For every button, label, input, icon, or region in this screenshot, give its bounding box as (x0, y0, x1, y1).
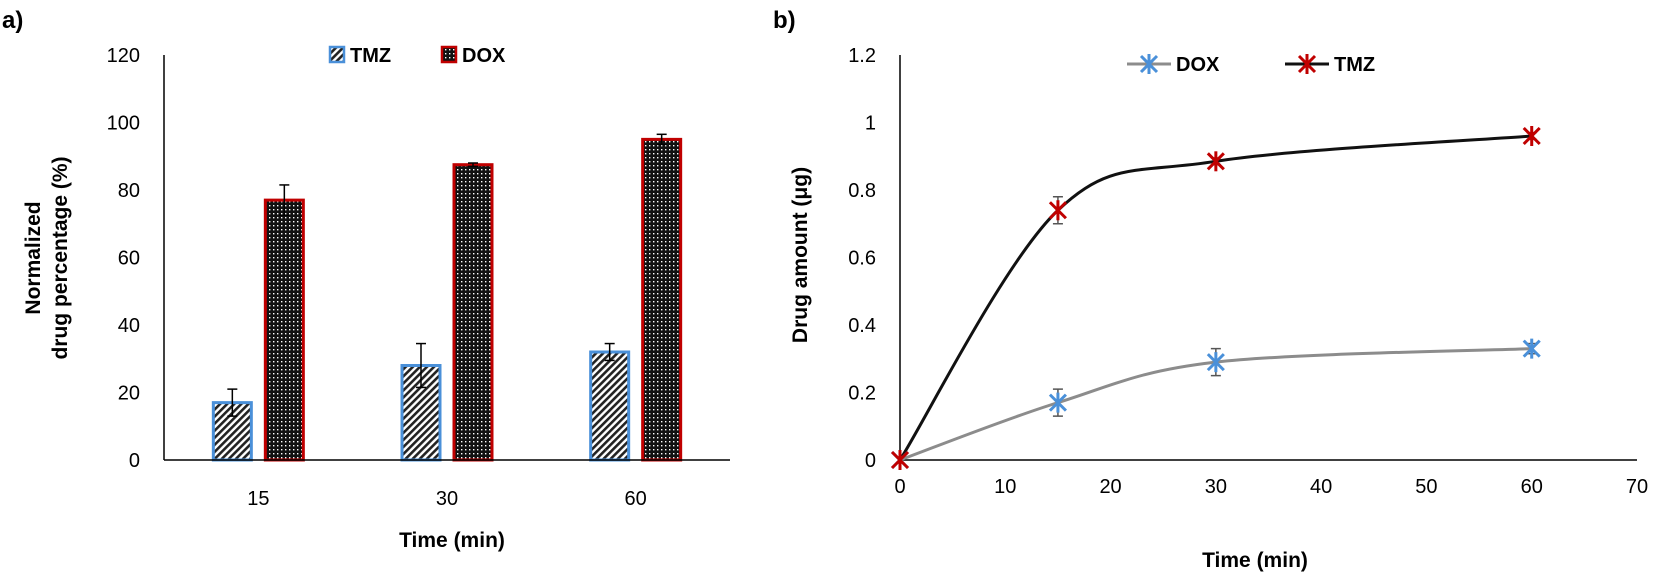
panel-b-markers (890, 126, 1541, 470)
legend-label: TMZ (1334, 54, 1375, 76)
panel-b-x-tick-label: 60 (1521, 476, 1543, 498)
panel-a-bars (211, 137, 683, 462)
panel-a-y-axis-title-line2: drug percentage (%) (49, 156, 72, 359)
panel-a-x-tick-label: 60 (625, 488, 647, 510)
panel-a-x-axis-title: Time (min) (399, 529, 505, 552)
error-bar-dox (656, 133, 667, 146)
series-line-tmz (898, 134, 1532, 461)
panel-a-bar-chart: a) 0 20 40 60 80 100 120 15 30 60 Time (min) Nor… (2, 7, 730, 552)
panel-b-line-chart: b) 0 0.2 0.4 0.6 0.8 1 1.2 0 10 20 30 40 50 60 70 Tim… (773, 7, 1648, 572)
panel-b-y-tick-label: 0.4 (848, 315, 876, 337)
panel-b-y-tick-label: 0.2 (848, 383, 876, 405)
error-bar-tmz (227, 388, 238, 417)
legend-label: TMZ (350, 45, 391, 67)
panel-b-x-tick-label: 20 (1099, 476, 1121, 498)
panel-b-x-tick-label: 30 (1205, 476, 1227, 498)
panel-b-y-tick-label: 1.2 (848, 45, 876, 67)
panel-a-y-tick-label: 60 (118, 248, 140, 270)
panel-b-legend: DOX TMZ (1127, 54, 1375, 76)
panel-a-error-bars (227, 133, 667, 417)
panel-a-y-tick-label: 100 (107, 113, 140, 135)
legend-entry-tmz: TMZ (328, 45, 391, 67)
panel-b-y-axis-title: Drug amount (μg) (789, 167, 812, 343)
panel-b-y-tick-label: 0 (865, 450, 876, 472)
panel-a-y-tick-label: 40 (118, 315, 140, 337)
panel-b-x-tick-label: 10 (994, 476, 1016, 498)
error-bar-tmz (604, 342, 615, 362)
panel-a-y-tick-label: 120 (107, 45, 140, 67)
panel-b-y-tick-label: 1 (865, 113, 876, 135)
legend-swatch (328, 45, 346, 64)
panel-b-x-tick-label: 40 (1310, 476, 1332, 498)
panel-a-x-tick-label: 30 (436, 488, 458, 510)
data-point-tmz (1522, 126, 1541, 146)
panel-b-x-ticks: 0 10 20 30 40 50 60 70 (894, 476, 1648, 498)
error-bar-dox (279, 184, 290, 217)
panel-a-y-tick-label: 80 (118, 180, 140, 202)
legend-label: DOX (1176, 54, 1220, 76)
legend-entry-dox: DOX (1127, 54, 1220, 76)
error-bar-dox (468, 162, 478, 168)
series-line-dox (899, 347, 1532, 462)
panel-a-label: a) (2, 7, 23, 34)
panel-b-error-bars (1052, 131, 1537, 417)
panel-b-y-tick-label: 0.6 (848, 248, 876, 270)
panel-a-legend: TMZ DOX (328, 45, 506, 67)
data-point-tmz (890, 450, 910, 470)
panel-a-y-ticks: 0 20 40 60 80 100 120 (107, 45, 140, 472)
legend-entry-tmz: TMZ (1285, 54, 1375, 76)
data-point-dox (1048, 392, 1067, 413)
data-point-dox (1206, 352, 1225, 373)
legend-label: DOX (462, 45, 506, 67)
panel-b-x-tick-label: 0 (894, 476, 905, 498)
panel-b-series-lines (898, 134, 1532, 462)
legend-marker (1139, 54, 1159, 74)
error-bar-tmz (416, 342, 426, 389)
data-point-tmz (1206, 151, 1225, 172)
panel-b-x-tick-label: 70 (1626, 476, 1648, 498)
legend-entry-dox: DOX (440, 45, 506, 67)
panel-a-y-axis-title-line1: Normalized (22, 201, 45, 314)
panel-a-x-tick-label: 15 (247, 488, 269, 510)
panel-a-y-tick-label: 0 (129, 450, 140, 472)
panel-b-x-axis-title: Time (min) (1202, 549, 1308, 572)
panel-b-y-tick-label: 0.8 (848, 180, 876, 202)
bar-tmz (589, 350, 631, 462)
panel-a-y-tick-label: 20 (118, 383, 140, 405)
legend-swatch (440, 45, 458, 64)
legend-marker (1297, 54, 1317, 74)
panel-b-label: b) (773, 7, 796, 34)
panel-b-x-tick-label: 50 (1415, 476, 1437, 498)
bar-dox (452, 163, 494, 462)
data-point-tmz (1048, 200, 1067, 221)
bar-dox (263, 198, 305, 462)
bar-dox (641, 137, 683, 462)
data-point-dox (1522, 338, 1541, 359)
panel-a-x-ticks: 15 30 60 (247, 488, 647, 510)
panel-b-y-ticks: 0 0.2 0.4 0.6 0.8 1 1.2 (848, 45, 876, 472)
